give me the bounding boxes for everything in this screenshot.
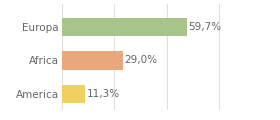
Text: 59,7%: 59,7% xyxy=(189,22,222,32)
Text: 29,0%: 29,0% xyxy=(124,55,157,65)
Bar xyxy=(62,51,123,69)
Bar xyxy=(62,18,187,36)
Bar xyxy=(62,84,85,103)
Text: 11,3%: 11,3% xyxy=(87,89,120,99)
